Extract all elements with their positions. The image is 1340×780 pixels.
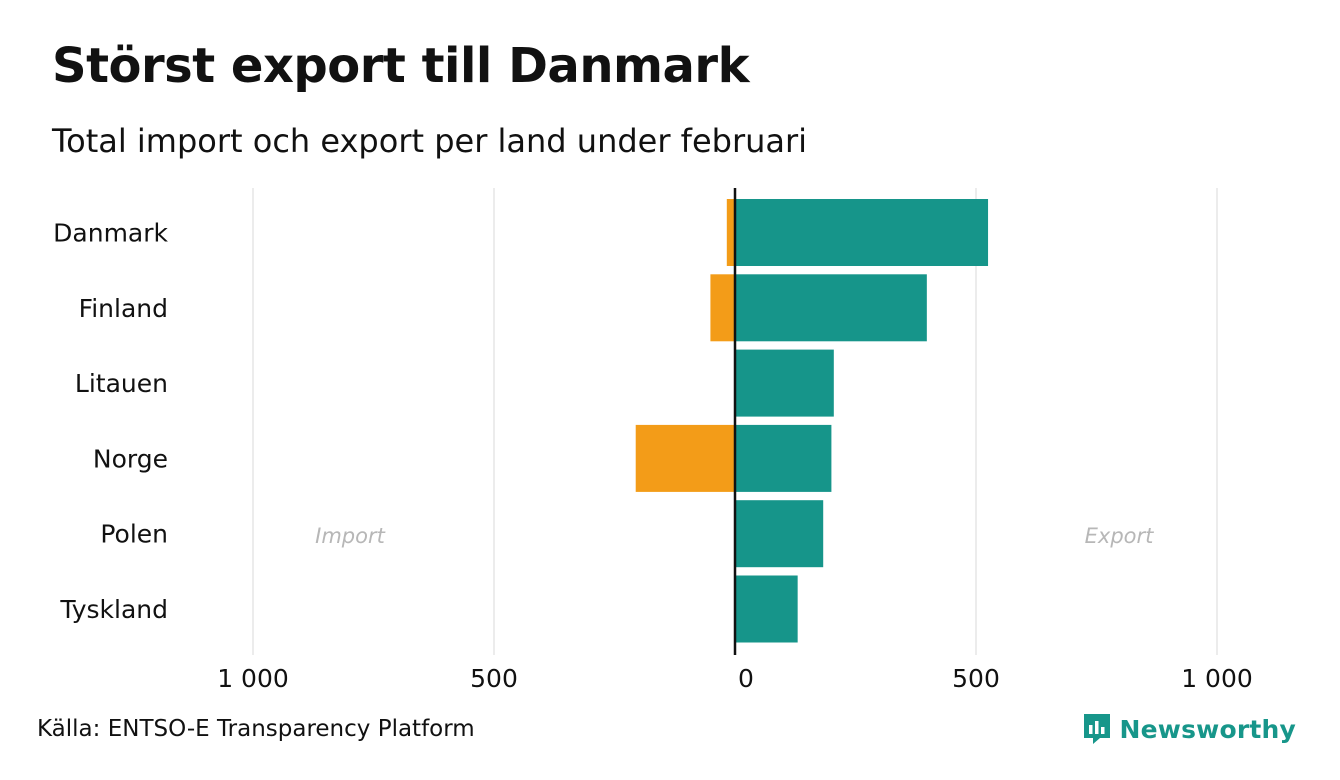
category-label: Tyskland: [59, 595, 168, 624]
newsworthy-logo: Newsworthy: [1082, 712, 1297, 746]
x-tick-label: 500: [470, 664, 518, 693]
export-bar: [735, 199, 989, 266]
x-tick-label: 1 000: [1181, 664, 1253, 693]
x-tick-label: 0: [738, 664, 754, 693]
chart-title: Störst export till Danmark: [52, 38, 750, 94]
export-bar: [735, 274, 927, 342]
source-note: Källa: ENTSO-E Transparency Platform: [37, 716, 475, 742]
newsworthy-logo-icon: [1083, 714, 1110, 744]
logo-text: Newsworthy: [1119, 714, 1296, 744]
category-label: Danmark: [53, 219, 168, 248]
x-tick-label: 1 000: [217, 664, 289, 693]
export-bar: [735, 424, 832, 492]
export-bar: [735, 349, 834, 417]
category-label: Norge: [93, 444, 168, 473]
category-label: Finland: [79, 294, 168, 323]
category-label: Polen: [100, 520, 168, 549]
chart-subtitle: Total import och export per land under f…: [52, 122, 808, 160]
import-bar: [726, 199, 735, 266]
import-direction-label: Import: [315, 524, 385, 548]
category-label: Litauen: [75, 369, 168, 398]
import-bar: [635, 424, 735, 492]
x-tick-label: 500: [952, 664, 1000, 693]
export-bar: [735, 500, 824, 568]
export-bar: [735, 575, 798, 643]
export-direction-label: Export: [1085, 524, 1155, 548]
import-bar: [710, 274, 735, 342]
